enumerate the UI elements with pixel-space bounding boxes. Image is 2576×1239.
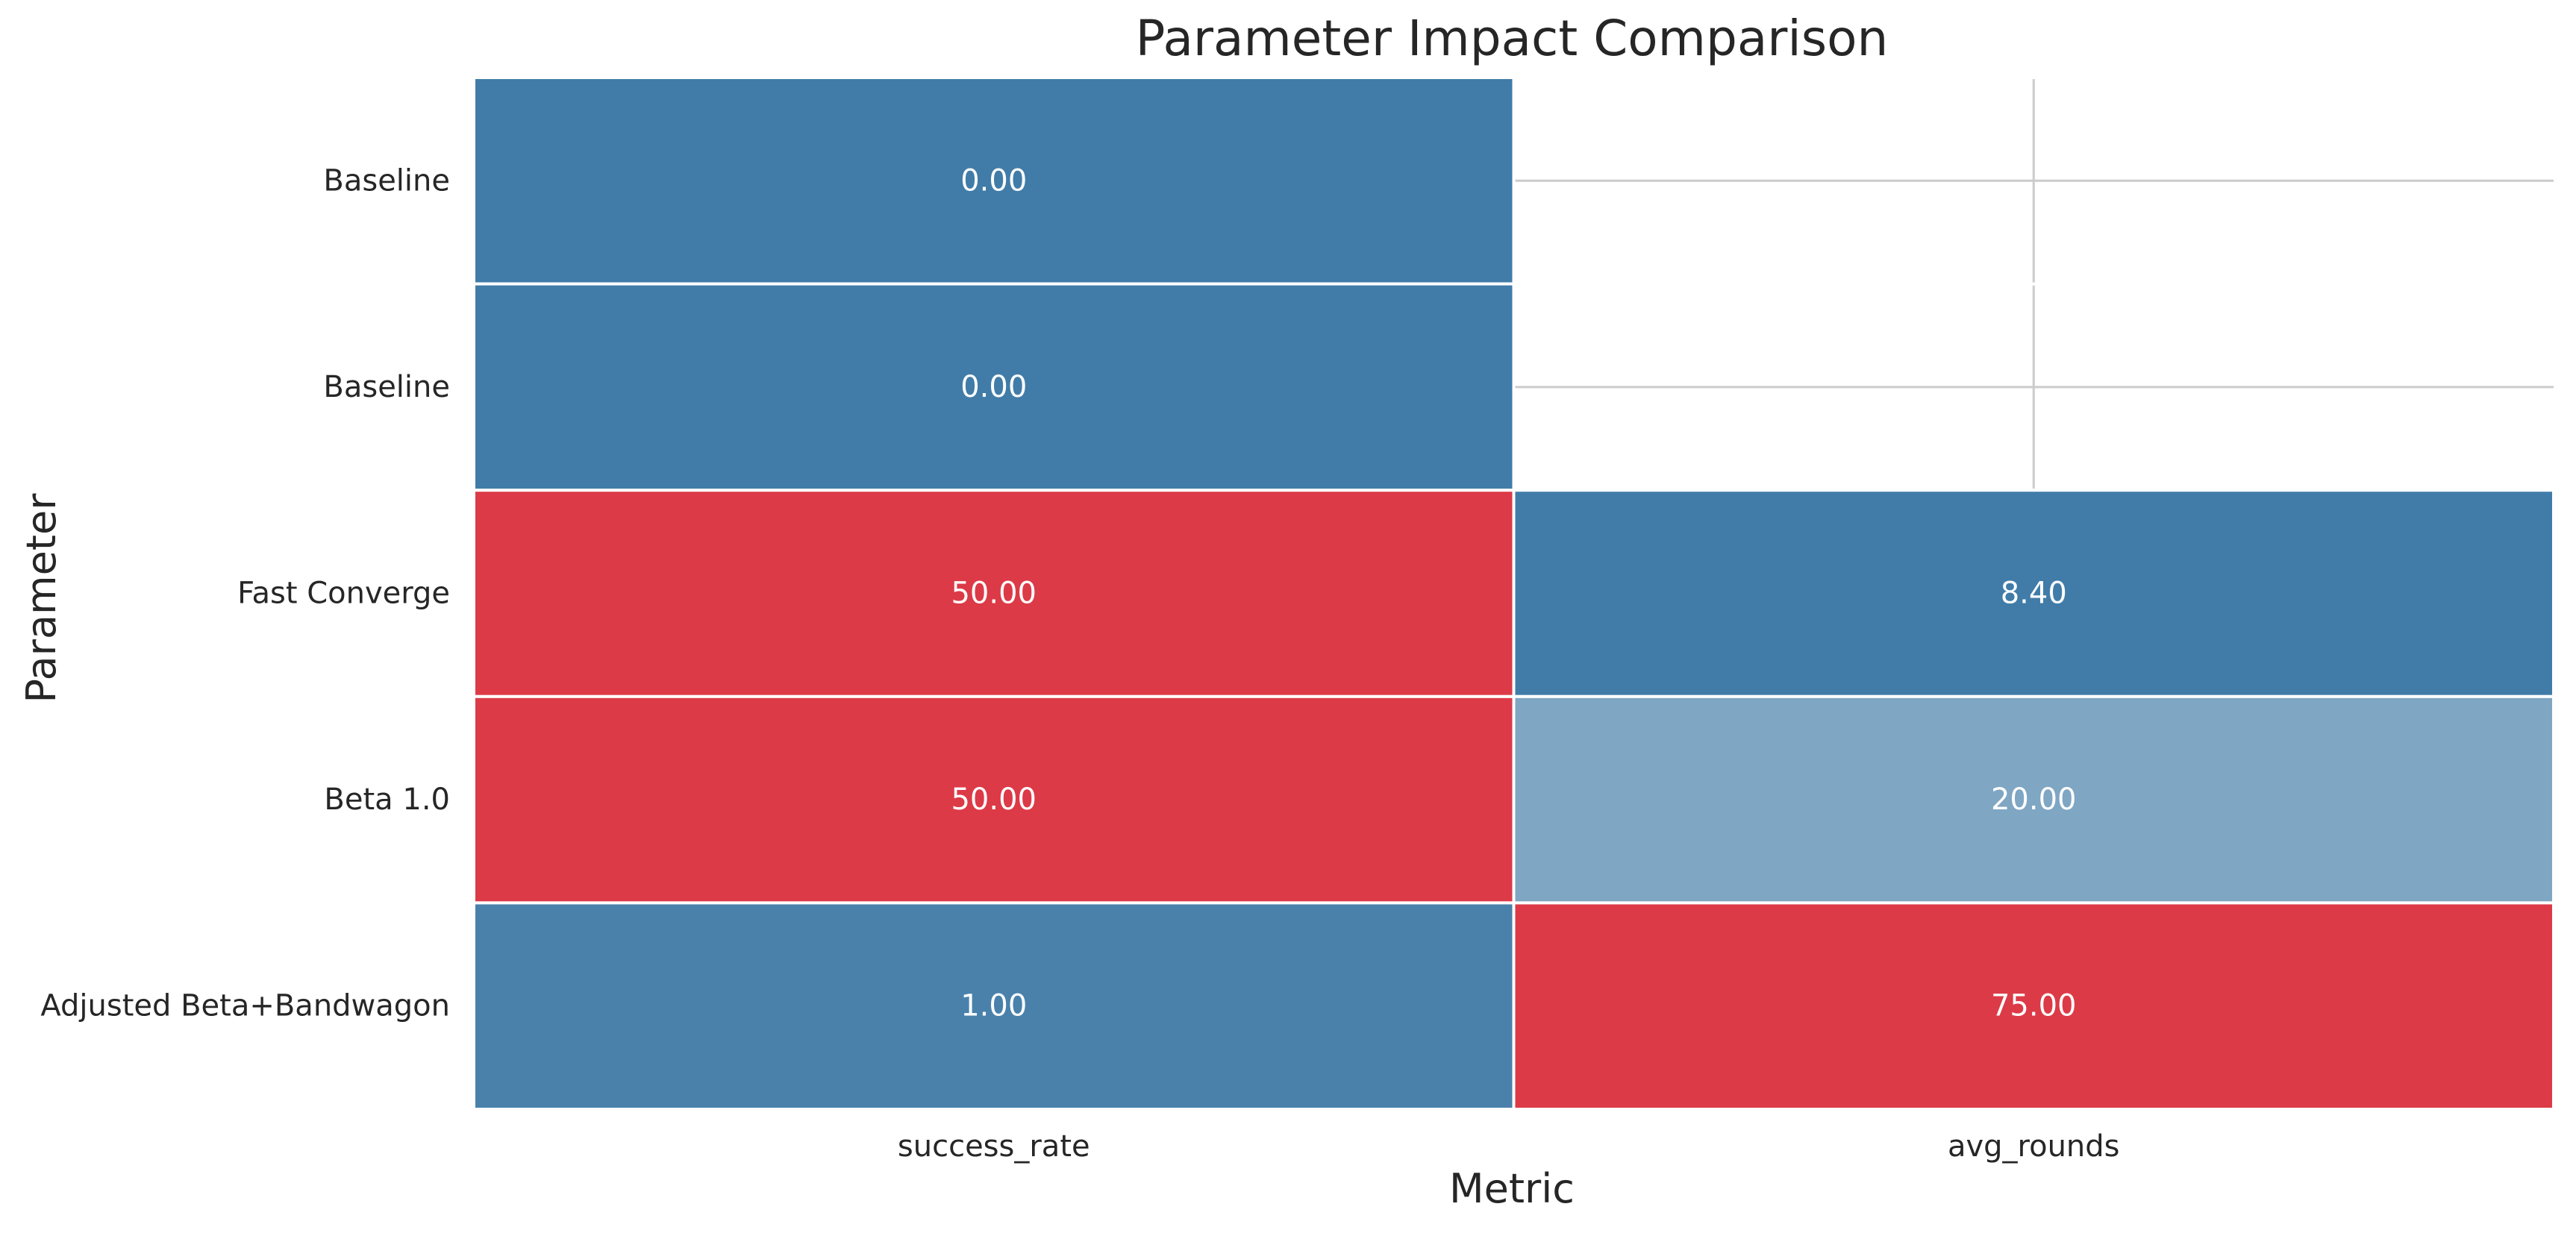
y-tick-label: Beta 1.0 — [324, 782, 450, 817]
y-tick-label: Baseline — [323, 163, 450, 198]
heatmap-cell — [1512, 694, 2555, 905]
heatmap-cell — [472, 694, 1516, 905]
heatmap-cell — [1512, 901, 2555, 1111]
cells-layer: 0.00 0.00 50.00 8.40 50.00 20.00 1.00 75.00 — [472, 76, 2555, 1111]
x-axis-label: Metric — [1449, 1165, 1575, 1212]
x-tick-labels: success_rate avg_rounds — [898, 1129, 2120, 1164]
y-tick-label: Fast Converge — [237, 577, 450, 611]
y-tick-labels: Baseline Baseline Fast Converge Beta 1.0 Adj… — [40, 163, 450, 1023]
chart-title: Parameter Impact Comparison — [1136, 10, 1889, 67]
cell-value-label: 75.00 — [1991, 989, 2077, 1023]
x-tick-label: success_rate — [898, 1129, 1090, 1164]
cell-value-label: 0.00 — [960, 163, 1027, 198]
cell-value-label: 20.00 — [1991, 782, 2077, 817]
grid-layer — [1513, 79, 2554, 489]
cell-value-label: 0.00 — [960, 370, 1027, 404]
y-tick-label: Baseline — [323, 370, 450, 404]
cell-value-label: 50.00 — [951, 782, 1037, 817]
x-tick-label: avg_rounds — [1948, 1129, 2120, 1164]
heatmap-cell — [472, 76, 1516, 286]
cell-value-label: 50.00 — [951, 577, 1037, 611]
y-axis-label: Parameter — [18, 493, 65, 703]
heatmap-cell — [472, 901, 1516, 1111]
y-tick-label: Adjusted Beta+Bandwagon — [40, 989, 450, 1023]
cell-value-label: 1.00 — [960, 989, 1027, 1023]
heatmap-cell — [1512, 489, 2555, 698]
cell-value-label: 8.40 — [2001, 577, 2067, 611]
heatmap-cell — [472, 489, 1516, 698]
